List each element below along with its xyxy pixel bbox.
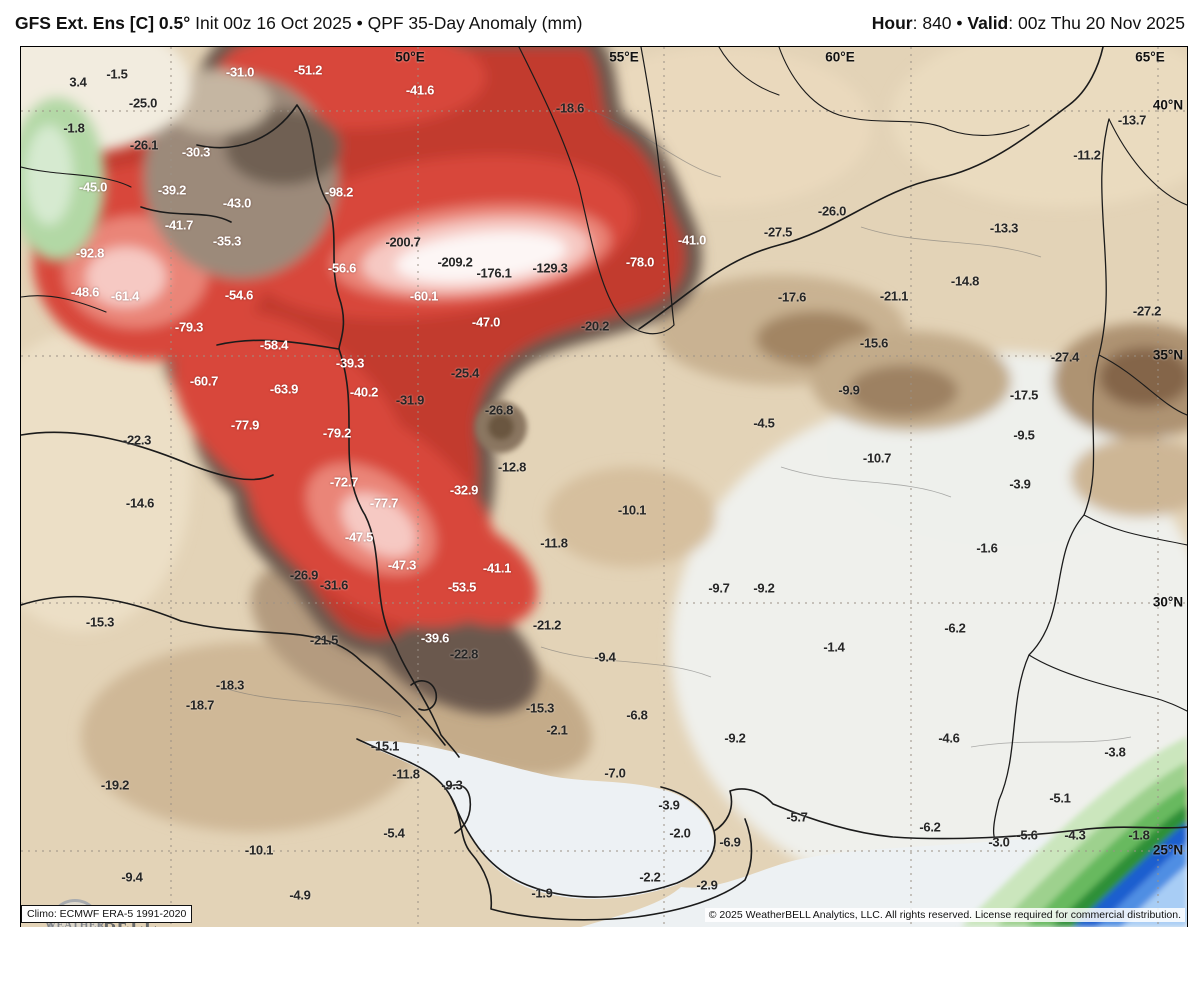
hour-value: : 840 •: [912, 12, 968, 33]
country-borders: [21, 47, 1187, 921]
hour-label: Hour: [871, 12, 913, 33]
contour-lines: [220, 106, 1132, 748]
local-minimum-bullseye: [475, 401, 527, 453]
map-title: GFS Ext. Ens [C] 0.5° Init 00z 16 Oct 20…: [15, 13, 582, 34]
northwest-green-patch: [21, 47, 191, 261]
map-svg: [21, 47, 1187, 927]
title-init-info: Init 00z 16 Oct 2025 • QPF 35-Day Anomal…: [190, 12, 583, 33]
colorbar-footer: -137.5-112.5-87.5-62.5-45-35-25-15-51020…: [0, 927, 1200, 985]
valid-label: Valid: [967, 12, 1009, 33]
red-anomaly-region: [33, 47, 702, 715]
climo-note: Climo: ECMWF ERA-5 1991-2020: [21, 905, 193, 923]
copyright-note: © 2025 WeatherBELL Analytics, LLC. All r…: [704, 908, 1185, 922]
model-name: GFS Ext. Ens [C] 0.5°: [15, 12, 191, 33]
header-bar: GFS Ext. Ens [C] 0.5° Init 00z 16 Oct 20…: [0, 0, 1200, 46]
latlon-grid: [21, 47, 1187, 927]
map-canvas: WEATHER BELL: [20, 46, 1188, 928]
valid-value: : 00z Thu 20 Nov 2025: [1008, 12, 1185, 33]
green-blue-coastal-band: [961, 737, 1187, 927]
valid-time: Hour: 840 • Valid: 00z Thu 20 Nov 2025: [872, 13, 1185, 34]
